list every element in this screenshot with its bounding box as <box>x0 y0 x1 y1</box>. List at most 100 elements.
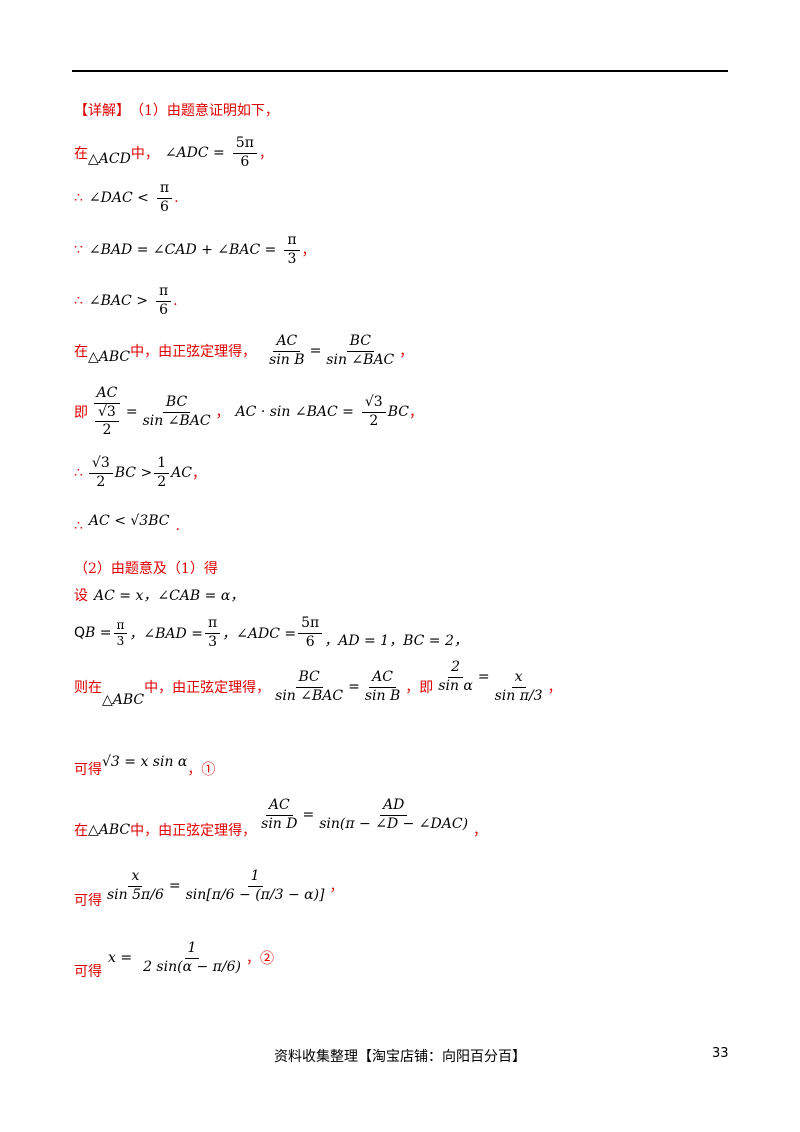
fraction: 5π 6 <box>298 615 323 651</box>
den: sin π/3 <box>494 687 543 704</box>
text: . <box>174 190 179 206</box>
fraction: √3 2 <box>361 394 386 430</box>
den: sin α <box>438 677 473 694</box>
den: sin ∠BAC <box>275 687 344 704</box>
text: 可得 <box>74 762 102 778</box>
fraction: x sin 5π/6 <box>104 868 167 904</box>
den: sin B <box>364 687 401 704</box>
text: . <box>173 293 178 309</box>
den: sin[π/6 − (π/3 − α)] <box>185 886 325 903</box>
part2-heading: （2）由题意及（1）得 <box>74 558 218 578</box>
num: √3 <box>361 394 386 413</box>
den: sin(π − ∠D − ∠DAC) <box>319 815 469 832</box>
fraction: 1 sin[π/6 − (π/3 − α)] <box>183 868 328 904</box>
num: π <box>155 283 172 302</box>
den: sin ∠BAC <box>326 351 395 368</box>
math: AC < √3BC <box>88 513 170 529</box>
text: 设 <box>74 588 88 604</box>
text: ， <box>215 405 230 422</box>
therefore-glyph: Q <box>74 625 86 641</box>
header-rule <box>72 70 728 72</box>
page-footer: 资料收集整理【淘宝店铺：向阳百分百】 <box>0 1046 800 1066</box>
den: sin B <box>269 351 305 368</box>
text: 可得 <box>74 964 102 980</box>
nested-fraction: √3 2 <box>95 404 119 440</box>
math: AC <box>171 465 192 481</box>
line-8: ∴ AC < √3BC . <box>74 508 180 534</box>
num: AC <box>265 797 293 816</box>
line-5: 在 △ABC 中，由正弦定理得， AC sin B = BC sin ∠BAC ， <box>74 333 414 369</box>
den: 2 <box>96 473 106 490</box>
therefore-symbol: ∴ <box>74 465 83 481</box>
fraction: AD sin(π − ∠D − ∠DAC) <box>316 797 471 833</box>
text: ， <box>258 146 273 162</box>
num: 5π <box>232 135 257 154</box>
text: 在 <box>74 823 88 839</box>
text: 可得 <box>74 893 102 909</box>
text: ， <box>329 879 344 895</box>
text: 在 <box>74 146 88 162</box>
fraction: 2 sin α <box>435 659 476 695</box>
because-symbol: ∵ <box>74 242 83 258</box>
den: 2 <box>157 473 167 490</box>
math: AC · sin ∠BAC = <box>235 404 354 421</box>
math: B = <box>85 625 112 641</box>
num: π <box>284 232 300 251</box>
math: △ABC <box>102 692 145 708</box>
num: AC <box>369 669 396 688</box>
num: AC <box>93 385 121 404</box>
text: . <box>175 518 180 534</box>
fraction: BC sin ∠BAC <box>140 394 214 430</box>
fraction: AC √3 2 <box>90 385 124 440</box>
math: √3 = x sin α <box>102 754 188 770</box>
num: 1 <box>247 868 263 887</box>
math: △ABC <box>88 349 131 365</box>
num: √3 <box>88 455 113 474</box>
num: 1 <box>154 455 170 474</box>
num: BC <box>162 394 191 413</box>
text: ， <box>408 405 423 422</box>
den: 2 <box>369 412 379 429</box>
line-1: 在 △ACD 中， ∠ADC = 5π 6 ， <box>74 135 273 171</box>
math: △ACD <box>88 151 131 167</box>
math: ∠BAD = ∠CAD + ∠BAC = <box>88 242 277 258</box>
num: 1 <box>184 940 200 959</box>
num: π <box>204 615 221 634</box>
part2-line-6: 可得 x sin 5π/6 = 1 sin[π/6 − (π/3 − α)] ， <box>74 868 344 909</box>
math: x = <box>108 950 133 966</box>
num: 2 <box>448 659 464 678</box>
den: 3 <box>116 633 125 648</box>
math: ∠ADC = <box>164 145 225 161</box>
num: √3 <box>95 404 119 422</box>
therefore-symbol: ∴ <box>74 518 83 534</box>
text: 中，由正弦定理得， <box>130 823 257 839</box>
math: AC = x，∠CAB = α， <box>94 588 245 604</box>
den: 6 <box>305 633 315 650</box>
den: 6 <box>240 153 250 170</box>
den: sin 5π/6 <box>107 886 164 903</box>
intro-line: 【详解】 （1）由题意证明如下， <box>74 100 279 120</box>
den: 6 <box>160 198 169 215</box>
fraction: BC sin ∠BAC <box>272 669 346 705</box>
text: 中，由正弦定理得， <box>144 680 271 696</box>
text: ， <box>399 344 414 360</box>
therefore-symbol: ∴ <box>74 190 83 206</box>
text: ，① <box>187 762 216 778</box>
text: 即 <box>74 405 88 422</box>
text: 在 <box>74 344 88 360</box>
den: 3 <box>208 633 217 650</box>
num: x <box>511 669 526 688</box>
num: 5π <box>298 615 323 634</box>
fraction: AC sin B <box>266 333 307 369</box>
fraction: AC sin B <box>362 669 403 705</box>
text: 中，由正弦定理得， <box>130 344 257 360</box>
intro-text: （1）由题意证明如下， <box>130 103 279 119</box>
part2-line-1: 设 AC = x，∠CAB = α， <box>74 585 250 605</box>
therefore-symbol: ∴ <box>74 293 83 309</box>
